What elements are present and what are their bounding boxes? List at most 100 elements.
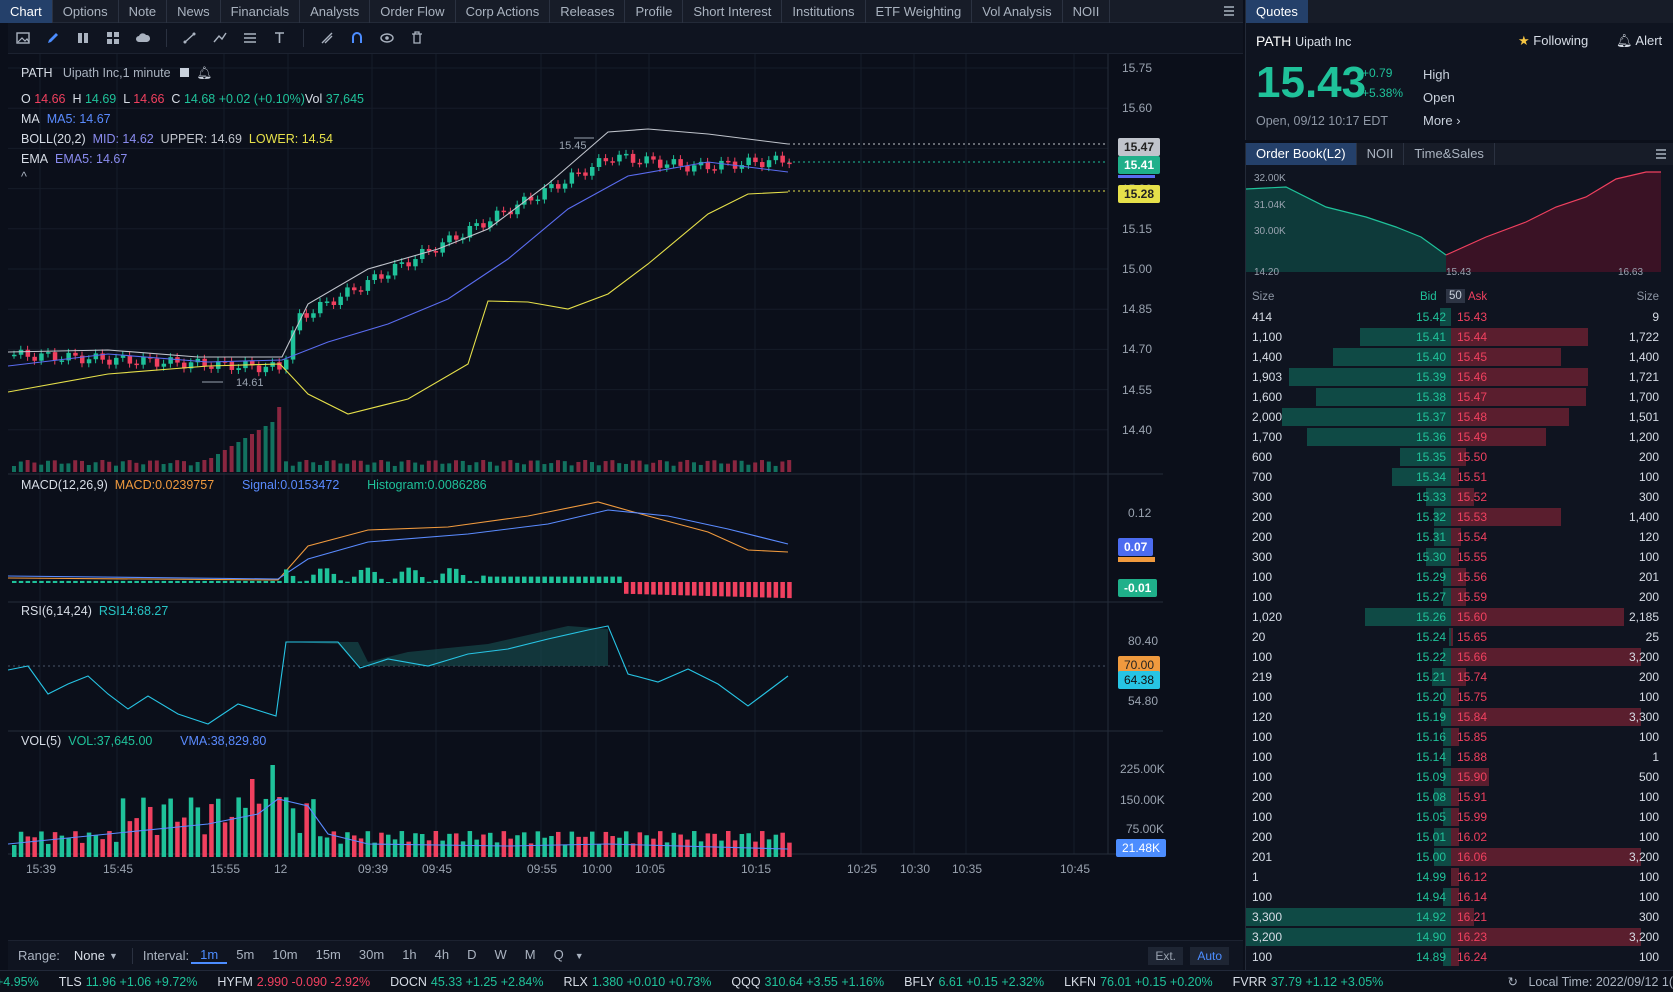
order-book-row[interactable]: 100 14.94 16.14 100 [1246,887,1661,907]
order-book-row[interactable]: 100 15.20 15.75 100 [1246,687,1661,707]
bell-icon[interactable]: 🔔︎ [196,66,213,80]
ticker-item[interactable]: HYFM 2.990 -0.090 -2.92% [217,975,370,989]
interval-d[interactable]: D [467,947,477,962]
depth-chart[interactable] [1246,167,1661,272]
eye-icon[interactable] [372,25,402,51]
interval-10m[interactable]: 10m [272,947,298,962]
interval-30m[interactable]: 30m [358,947,385,962]
ticker-item[interactable]: RLX 1.380 +0.010 +0.73% [563,975,711,989]
nav-tab-order-flow[interactable]: Order Flow [370,0,456,23]
ob-tab-noii[interactable]: NOII [1357,143,1405,165]
order-book-row[interactable]: 100 15.09 15.90 500 [1246,767,1661,787]
order-book-row[interactable]: 100 15.05 15.99 100 [1246,807,1661,827]
order-book-row[interactable]: 200 15.01 16.02 100 [1246,827,1661,847]
order-book-row[interactable]: 414 15.42 15.43 9 [1246,307,1661,327]
depth-level-badge[interactable]: 50 [1446,289,1465,303]
chart-canvas[interactable] [8,54,1243,940]
nav-tab-news[interactable]: News [167,0,221,23]
text-tool-icon[interactable] [265,25,295,51]
brush-icon[interactable] [312,25,342,51]
order-book-row[interactable]: 100 15.14 15.88 1 [1246,747,1661,767]
more-link[interactable]: More › [1423,113,1461,128]
collapse-caret[interactable]: ^ [21,170,27,184]
refresh-icon[interactable]: ↻ [1507,975,1518,989]
order-book-row[interactable]: 1,903 15.39 15.46 1,721 [1246,367,1661,387]
magnet-icon[interactable] [342,25,372,51]
rsi-legend[interactable]: RSI(6,14,24) RSI14:68.27 [21,604,168,618]
chevron-down-icon[interactable]: ▼ [109,950,118,961]
ob-tab-order-book-l2-[interactable]: Order Book(L2) [1246,143,1357,165]
order-book-row[interactable]: 1,400 15.40 15.45 1,400 [1246,347,1661,367]
interval-4h[interactable]: 4h [434,947,450,962]
ema-legend[interactable]: EMA EMA5: 14.67 [21,152,127,166]
chevron-down-icon[interactable]: ▼ [574,950,584,961]
interval-15m[interactable]: 15m [315,947,341,962]
order-book-row[interactable]: 1,100 15.41 15.44 1,722 [1246,327,1661,347]
order-book-row[interactable]: 2,000 15.37 15.48 1,501 [1246,407,1661,427]
range-select[interactable]: None [73,948,105,963]
auto-button[interactable]: Auto [1190,946,1229,965]
interval-m[interactable]: M [524,947,536,962]
nav-tab-chart[interactable]: Chart [0,0,53,23]
order-book-row[interactable]: 100 15.29 15.56 201 [1246,567,1661,587]
interval-q[interactable]: Q [553,947,564,962]
ticker-item[interactable]: TLS 11.96 +1.06 +9.72% [59,975,198,989]
order-book-row[interactable]: 201 15.00 16.06 3,200 [1246,847,1661,867]
grid-icon[interactable] [98,25,128,51]
macd-legend[interactable]: MACD(12,26,9) MACD:0.0239757 Signal:0.01… [21,478,487,492]
interval-w[interactable]: W [494,947,507,962]
interval-1h[interactable]: 1h [402,947,417,962]
ext-button[interactable]: Ext. [1148,946,1183,965]
nav-tab-analysts[interactable]: Analysts [300,0,371,23]
order-book-row[interactable]: 700 15.34 15.51 100 [1246,467,1661,487]
order-book-row[interactable]: 100 14.89 16.24 100 [1246,947,1661,967]
nav-tab-financials[interactable]: Financials [221,0,301,23]
alert-button[interactable]: 🔔︎ Alert [1616,33,1662,49]
multi-line-icon[interactable] [205,25,235,51]
order-book-row[interactable]: 100 15.27 15.59 200 [1246,587,1661,607]
cloud-icon[interactable] [128,25,158,51]
order-book-row[interactable]: 600 15.35 15.50 200 [1246,447,1661,467]
order-book-row[interactable]: 120 15.19 15.84 3,300 [1246,707,1661,727]
book-icon[interactable] [68,25,98,51]
nav-tab-vol-analysis[interactable]: Vol Analysis [972,0,1063,23]
nav-tab-note[interactable]: Note [119,0,168,23]
ma-legend[interactable]: MA MA5: 14.67 [21,112,111,126]
interval-5m[interactable]: 5m [236,947,255,962]
list-menu-icon[interactable] [1655,148,1667,160]
ticker-item[interactable]: BFLY 6.61 +0.15 +2.32% [904,975,1044,989]
ob-tab-time-sales[interactable]: Time&Sales [1404,143,1495,165]
note-icon[interactable] [180,68,190,77]
nav-tab-profile[interactable]: Profile [625,0,684,23]
ticker-item[interactable]: FVRR 37.79 +1.12 +3.05% [1233,975,1384,989]
ticker-item[interactable]: +4.95% [0,975,39,989]
list-menu-icon[interactable] [1223,5,1235,17]
nav-tab-noii[interactable]: NOII [1063,0,1111,23]
order-book-row[interactable]: 1,600 15.38 15.47 1,700 [1246,387,1661,407]
order-book-row[interactable]: 200 15.31 15.54 120 [1246,527,1661,547]
quotes-tab[interactable]: Quotes [1246,0,1308,23]
order-book-row[interactable]: 300 15.33 15.52 300 [1246,487,1661,507]
nav-tab-institutions[interactable]: Institutions [782,0,866,23]
order-book-row[interactable]: 1,700 15.36 15.49 1,200 [1246,427,1661,447]
fibonacci-icon[interactable] [235,25,265,51]
ticker-item[interactable]: LKFN 76.01 +0.15 +0.20% [1064,975,1213,989]
order-book-row[interactable]: 1,020 15.26 15.60 2,185 [1246,607,1661,627]
order-book-row[interactable]: 300 15.30 15.55 100 [1246,547,1661,567]
order-book-row[interactable]: 100 15.16 15.85 100 [1246,727,1661,747]
nav-tab-etf-weighting[interactable]: ETF Weighting [866,0,973,23]
boll-legend[interactable]: BOLL(20,2) MID: 14.62 UPPER: 14.69 LOWER… [21,132,333,146]
order-book-row[interactable]: 3,300 14.92 16.21 300 [1246,907,1661,927]
ticker-item[interactable]: DOCN 45.33 +1.25 +2.84% [390,975,543,989]
line-tool-icon[interactable] [175,25,205,51]
ticker-item[interactable]: QQQ 310.64 +3.55 +1.16% [731,975,884,989]
order-book-row[interactable]: 1 14.99 16.12 100 [1246,867,1661,887]
interval-1m[interactable]: 1m [191,947,228,964]
order-book-row[interactable]: 219 15.21 15.74 200 [1246,667,1661,687]
vol-legend[interactable]: VOL(5) VOL:37,645.00 VMA:38,829.80 [21,734,266,748]
chart-area[interactable]: PATH Uipath Inc,1 minute 🔔︎ O 14.66 H 14… [8,54,1243,940]
trash-icon[interactable] [402,25,432,51]
following-button[interactable]: ★ Following [1518,33,1588,49]
order-book-row[interactable]: 100 15.22 15.66 3,200 [1246,647,1661,667]
order-book-row[interactable]: 200 15.32 15.53 1,400 [1246,507,1661,527]
